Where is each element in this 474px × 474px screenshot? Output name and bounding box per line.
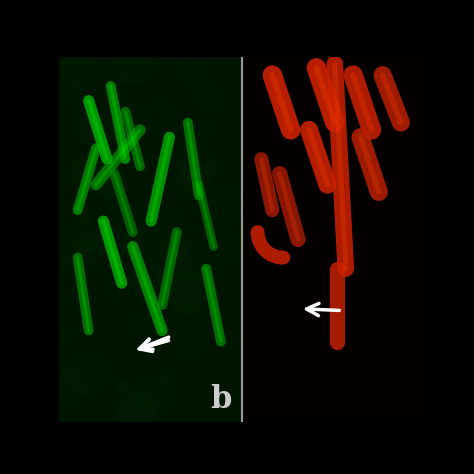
Circle shape [104,273,129,298]
Circle shape [159,236,188,264]
Circle shape [122,222,164,264]
Circle shape [73,201,87,215]
Circle shape [67,221,100,254]
Circle shape [197,85,223,112]
Circle shape [190,119,211,141]
Circle shape [73,246,95,267]
Circle shape [128,273,146,291]
Circle shape [77,115,90,128]
Circle shape [50,369,83,403]
Circle shape [79,114,113,147]
Circle shape [77,240,92,256]
Circle shape [118,104,152,137]
Circle shape [97,228,128,259]
Circle shape [177,149,200,173]
Circle shape [136,267,173,304]
Circle shape [199,330,209,339]
Circle shape [172,242,210,281]
Circle shape [107,204,120,218]
Circle shape [59,330,71,342]
Circle shape [64,354,105,394]
Circle shape [106,83,114,91]
Circle shape [155,98,169,113]
Circle shape [115,43,155,83]
Circle shape [165,303,207,345]
Circle shape [67,83,91,107]
Circle shape [180,150,204,173]
Circle shape [71,156,106,191]
Circle shape [205,159,222,176]
Circle shape [83,233,96,246]
Circle shape [92,165,127,199]
Circle shape [117,381,128,392]
Circle shape [154,206,182,234]
Bar [245,57,427,422]
Circle shape [176,164,210,197]
Circle shape [154,181,164,191]
Circle shape [117,392,155,429]
Circle shape [154,255,191,292]
Circle shape [202,184,244,226]
Text: b: b [210,384,232,416]
Circle shape [106,68,124,86]
Circle shape [162,374,174,386]
Circle shape [61,52,96,87]
Circle shape [98,168,125,195]
Circle shape [81,214,92,226]
Circle shape [131,313,151,332]
Circle shape [167,270,210,313]
Circle shape [136,377,173,414]
Bar [59,57,241,422]
Circle shape [157,112,181,136]
Circle shape [60,255,76,270]
